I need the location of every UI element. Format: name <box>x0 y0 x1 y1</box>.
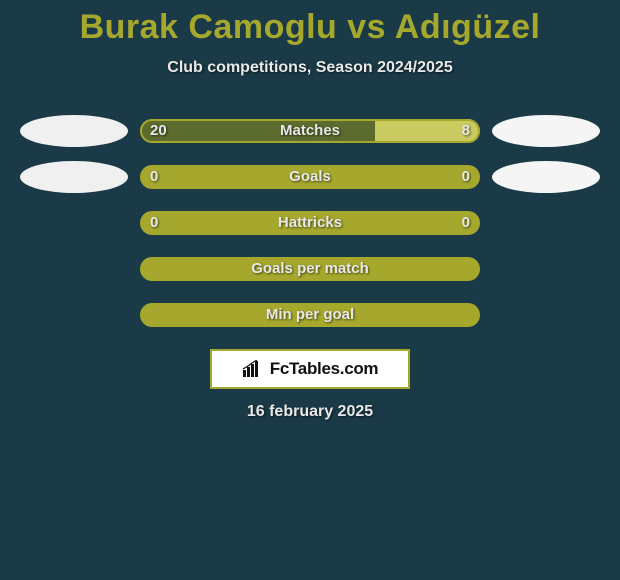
stat-rows: 208Matches 00Goals 00Hattricks Goals per ma… <box>0 115 620 331</box>
bar-label: Goals <box>140 165 480 189</box>
right-oval <box>492 115 600 147</box>
spacer <box>20 207 128 239</box>
bar-chart-icon <box>242 360 264 378</box>
spacer <box>20 299 128 331</box>
spacer <box>492 207 600 239</box>
bar-label: Hattricks <box>140 211 480 235</box>
spacer <box>492 253 600 285</box>
comparison-card: Burak Camoglu vs Adıgüzel Club competiti… <box>0 0 620 421</box>
subtitle: Club competitions, Season 2024/2025 <box>0 59 620 77</box>
logo-box: FcTables.com <box>210 349 410 389</box>
stat-row: 208Matches <box>0 115 620 147</box>
bar-label: Matches <box>140 119 480 143</box>
stat-bar: Min per goal <box>140 303 480 327</box>
stat-bar: 00Goals <box>140 165 480 189</box>
stat-bar: 208Matches <box>140 119 480 143</box>
left-oval <box>20 161 128 193</box>
date-label: 16 february 2025 <box>0 403 620 421</box>
spacer <box>492 299 600 331</box>
stat-bar: Goals per match <box>140 257 480 281</box>
stat-row: Min per goal <box>0 299 620 331</box>
logo-text: FcTables.com <box>270 359 379 379</box>
spacer <box>20 253 128 285</box>
right-oval <box>492 161 600 193</box>
stat-row: 00Hattricks <box>0 207 620 239</box>
page-title: Burak Camoglu vs Adıgüzel <box>0 8 620 47</box>
bar-label: Goals per match <box>140 257 480 281</box>
stat-bar: 00Hattricks <box>140 211 480 235</box>
stat-row: 00Goals <box>0 161 620 193</box>
left-oval <box>20 115 128 147</box>
stat-row: Goals per match <box>0 253 620 285</box>
bar-label: Min per goal <box>140 303 480 327</box>
